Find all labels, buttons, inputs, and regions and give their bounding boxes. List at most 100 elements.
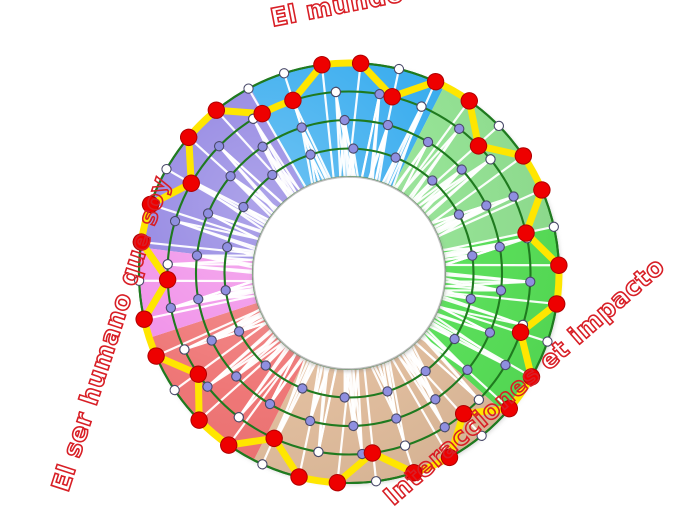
plain-inner-node[interactable] xyxy=(524,276,536,288)
highlight-node[interactable] xyxy=(312,54,333,75)
highlight-node[interactable] xyxy=(178,127,199,148)
highlight-node[interactable] xyxy=(468,136,489,157)
plain-inner-node[interactable] xyxy=(230,371,242,383)
plain-inner-node[interactable] xyxy=(348,420,360,432)
plain-inner-node[interactable] xyxy=(225,170,237,182)
highlight-node[interactable] xyxy=(134,309,155,330)
plain-inner-node[interactable] xyxy=(191,250,203,262)
plain-inner-node[interactable] xyxy=(304,415,316,427)
highlight-node[interactable] xyxy=(382,86,403,107)
highlight-node[interactable] xyxy=(453,403,474,424)
highlight-node[interactable] xyxy=(362,443,383,464)
plain-inner-node[interactable] xyxy=(233,326,245,338)
plain-inner-node[interactable] xyxy=(348,143,360,155)
plain-inner-node[interactable] xyxy=(453,209,465,221)
plain-inner-node[interactable] xyxy=(427,175,439,187)
plain-inner-node[interactable] xyxy=(494,241,506,253)
highlight-node[interactable] xyxy=(146,346,167,367)
plain-outer-node[interactable] xyxy=(313,446,325,458)
plain-inner-node[interactable] xyxy=(462,364,474,376)
plain-outer-node[interactable] xyxy=(485,154,497,166)
highlight-node[interactable] xyxy=(188,364,209,385)
highlight-node[interactable] xyxy=(157,269,178,290)
highlight-node[interactable] xyxy=(189,410,210,431)
plain-inner-node[interactable] xyxy=(430,394,442,406)
plain-outer-node[interactable] xyxy=(548,221,560,233)
plain-outer-node[interactable] xyxy=(233,411,245,423)
plain-inner-node[interactable] xyxy=(238,201,250,213)
highlight-node[interactable] xyxy=(510,322,531,343)
highlight-node[interactable] xyxy=(131,232,152,253)
plain-inner-node[interactable] xyxy=(374,88,386,100)
plain-outer-node[interactable] xyxy=(243,83,255,95)
plain-inner-node[interactable] xyxy=(500,359,512,371)
highlight-node[interactable] xyxy=(283,90,304,111)
highlight-node[interactable] xyxy=(549,255,570,276)
highlight-node[interactable] xyxy=(327,472,348,493)
highlight-node[interactable] xyxy=(181,173,202,194)
plain-inner-node[interactable] xyxy=(449,333,461,345)
plain-inner-node[interactable] xyxy=(422,136,434,148)
plain-inner-node[interactable] xyxy=(382,386,394,398)
plain-inner-node[interactable] xyxy=(221,241,233,253)
plain-outer-node[interactable] xyxy=(161,163,173,175)
highlight-node[interactable] xyxy=(289,467,310,488)
plain-inner-node[interactable] xyxy=(453,123,465,135)
plain-inner-node[interactable] xyxy=(508,191,520,203)
highlight-node[interactable] xyxy=(516,223,537,244)
plain-inner-node[interactable] xyxy=(481,200,493,212)
highlight-node[interactable] xyxy=(532,180,553,201)
highlight-node[interactable] xyxy=(350,53,371,74)
plain-outer-node[interactable] xyxy=(370,475,382,487)
highlight-node[interactable] xyxy=(546,294,567,315)
plain-inner-node[interactable] xyxy=(439,421,451,433)
plain-inner-node[interactable] xyxy=(169,215,181,227)
plain-inner-node[interactable] xyxy=(297,383,309,395)
highlight-node[interactable] xyxy=(513,146,534,167)
plain-outer-node[interactable] xyxy=(162,258,174,270)
plain-inner-node[interactable] xyxy=(202,381,214,393)
plain-outer-node[interactable] xyxy=(473,394,485,406)
plain-inner-node[interactable] xyxy=(390,413,402,425)
plain-inner-node[interactable] xyxy=(382,119,394,131)
plain-inner-node[interactable] xyxy=(260,360,272,372)
highlight-node[interactable] xyxy=(521,367,542,388)
highlight-node[interactable] xyxy=(439,447,460,468)
plain-inner-node[interactable] xyxy=(420,365,432,377)
plain-inner-node[interactable] xyxy=(456,164,468,176)
plain-inner-node[interactable] xyxy=(484,327,496,339)
plain-outer-node[interactable] xyxy=(399,440,411,452)
plain-outer-node[interactable] xyxy=(257,459,269,471)
highlight-node[interactable] xyxy=(206,100,227,121)
plain-inner-node[interactable] xyxy=(466,250,478,262)
highlight-node[interactable] xyxy=(459,91,480,112)
plain-inner-node[interactable] xyxy=(267,169,279,181)
plain-inner-node[interactable] xyxy=(390,152,402,164)
plain-outer-node[interactable] xyxy=(542,336,554,348)
highlight-node[interactable] xyxy=(140,194,161,215)
highlight-node[interactable] xyxy=(404,462,425,483)
plain-outer-node[interactable] xyxy=(476,430,488,442)
plain-outer-node[interactable] xyxy=(169,384,181,396)
plain-inner-node[interactable] xyxy=(213,140,225,152)
plain-inner-node[interactable] xyxy=(465,293,477,305)
plain-inner-node[interactable] xyxy=(257,141,269,153)
plain-inner-node[interactable] xyxy=(264,398,276,410)
highlight-node[interactable] xyxy=(252,103,273,124)
plain-inner-node[interactable] xyxy=(339,392,351,404)
plain-inner-node[interactable] xyxy=(192,293,204,305)
plain-inner-node[interactable] xyxy=(495,285,507,297)
plain-outer-node[interactable] xyxy=(179,344,191,356)
plain-inner-node[interactable] xyxy=(339,114,351,126)
plain-outer-node[interactable] xyxy=(330,86,342,98)
highlight-node[interactable] xyxy=(425,71,446,92)
highlight-node[interactable] xyxy=(218,435,239,456)
plain-inner-node[interactable] xyxy=(202,208,214,220)
plain-inner-node[interactable] xyxy=(220,285,232,297)
plain-inner-node[interactable] xyxy=(305,149,317,161)
plain-outer-node[interactable] xyxy=(416,101,428,113)
highlight-node[interactable] xyxy=(264,428,285,449)
plain-inner-node[interactable] xyxy=(165,302,177,314)
plain-outer-node[interactable] xyxy=(278,67,290,79)
plain-outer-node[interactable] xyxy=(133,275,145,287)
